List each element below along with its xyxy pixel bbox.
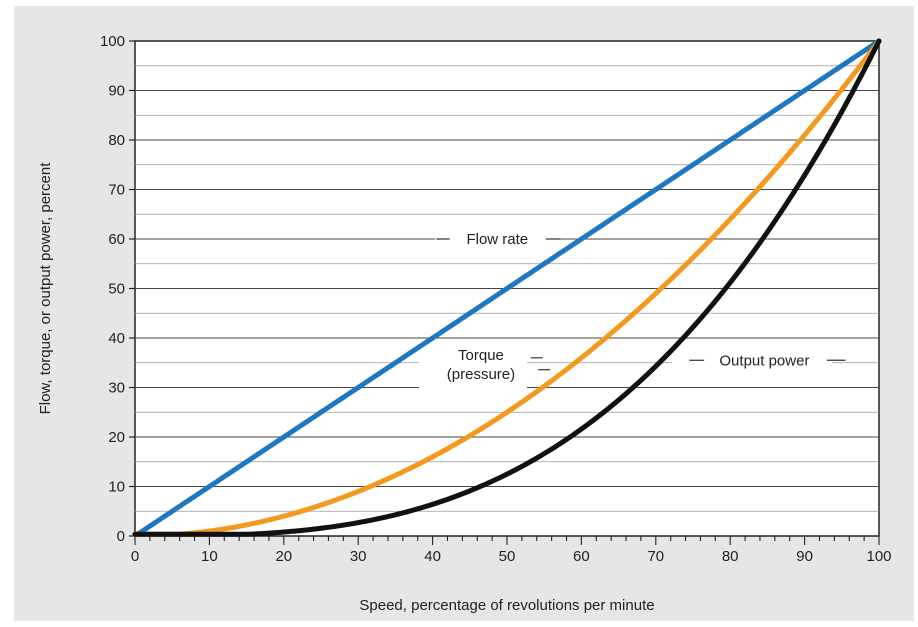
x-tick-label: 10 [201,548,218,565]
x-axis-title: Speed, percentage of revolutions per min… [359,597,654,614]
x-tick-label: 80 [722,548,739,565]
annotation-bg [419,358,527,400]
x-tick-labels: 0 10 20 30 40 50 60 70 80 90 100 [131,548,892,565]
x-tick-label: 40 [424,548,441,565]
y-tick-label: 60 [108,231,125,248]
y-tick-label: 70 [108,182,125,199]
annotation-label: Flow rate [466,231,528,248]
x-tick-label: 90 [796,548,813,565]
annotation-label: Torque [458,347,504,364]
series-lines [132,38,882,537]
chart-figure: 0 10 20 30 40 50 60 70 80 90 100 0 10 20 30 40 50 60 70 80… [14,6,914,621]
annotation-bg [672,351,832,373]
annotations: Flow rate Torque (pressure) Output power [419,228,846,400]
y-tick-labels: 0 10 20 30 40 50 60 70 80 90 100 [100,33,125,545]
axis-ticks [129,40,880,545]
y-tick-label: 30 [108,380,125,397]
x-tick-label: 60 [573,548,590,565]
series-line [132,38,882,537]
line-chart: 0 10 20 30 40 50 60 70 80 90 100 0 10 20 30 40 50 60 70 80… [37,33,892,614]
y-axis-title: Flow, torque, or output power, percent [37,162,54,415]
y-tick-label: 50 [108,281,125,298]
y-tick-label: 90 [108,83,125,100]
series-line [132,38,882,537]
y-tick-label: 80 [108,132,125,149]
y-tick-label: 40 [108,330,125,347]
x-tick-label: 100 [866,548,891,565]
x-tick-label: 30 [350,548,367,565]
x-tick-label: 50 [499,548,516,565]
annotation-label: Output power [719,352,809,369]
x-tick-label: 20 [275,548,292,565]
x-tick-label: 70 [647,548,664,565]
series-line [132,38,882,537]
annotation-bg [435,228,547,250]
y-tick-label: 10 [108,479,125,496]
y-tick-label: 0 [117,528,125,545]
annotation-label: (pressure) [447,366,515,383]
y-tick-label: 20 [108,429,125,446]
x-tick-label: 0 [131,548,139,565]
y-tick-label: 100 [100,33,125,50]
